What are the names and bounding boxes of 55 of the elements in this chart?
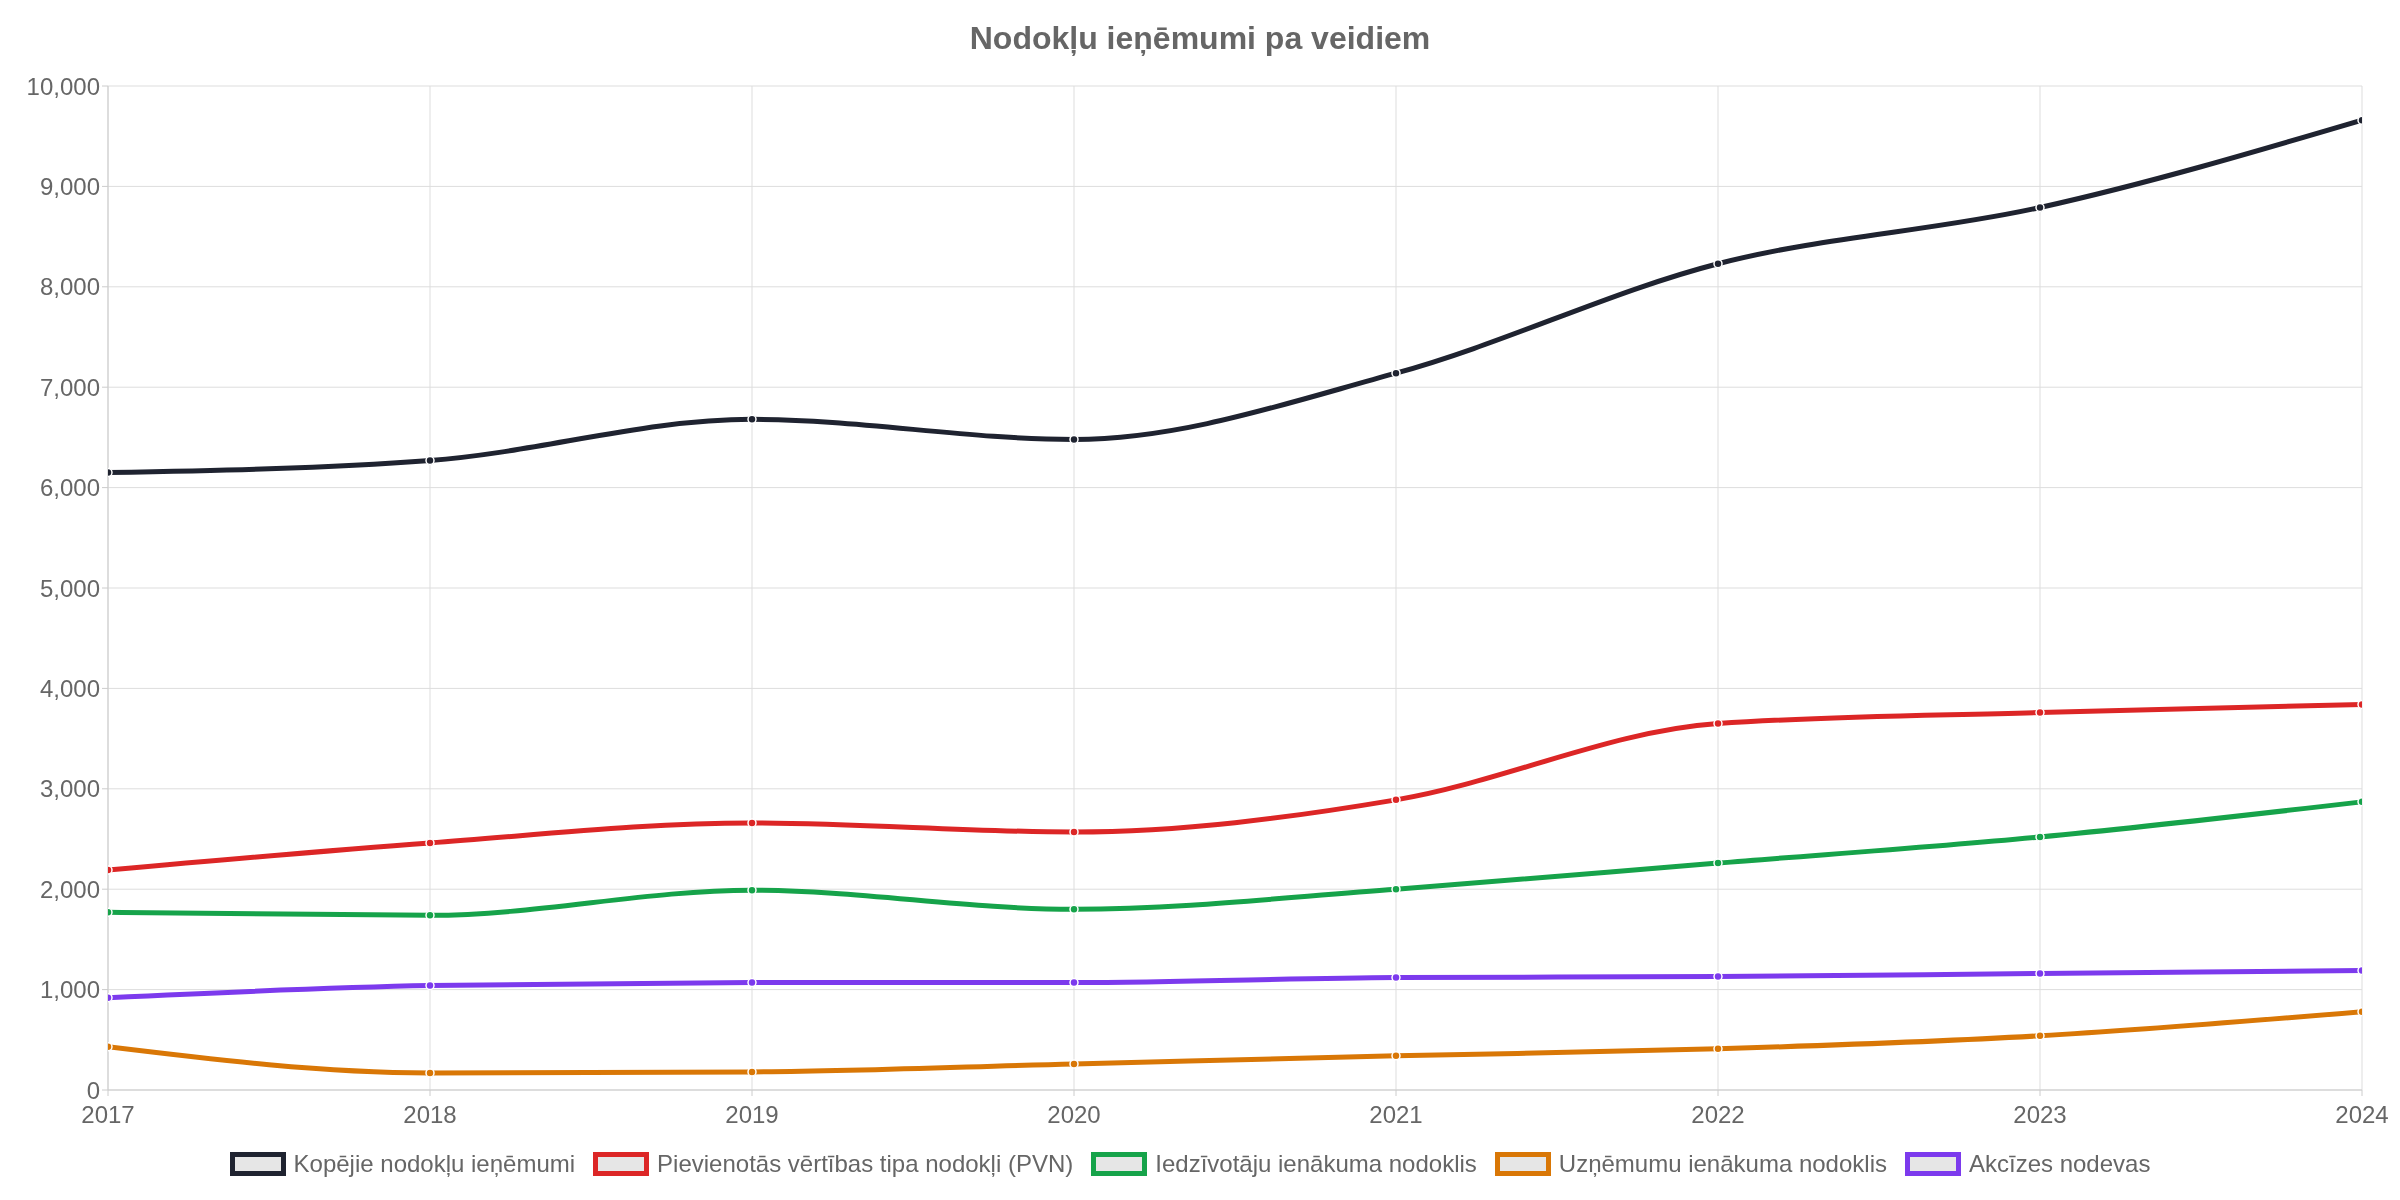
legend-label: Akcīzes nodevas bbox=[1968, 1150, 2151, 1178]
legend-label: Kopējie nodokļu ieņēmumi bbox=[292, 1150, 576, 1178]
x-tick-label: 2017 bbox=[81, 1101, 135, 1129]
point bbox=[1391, 368, 1401, 378]
point bbox=[425, 838, 435, 848]
y-tick-label: 6,000 bbox=[39, 474, 100, 502]
y-tick-label: 4,000 bbox=[39, 674, 100, 702]
x-tick-label: 2022 bbox=[1691, 1101, 1745, 1129]
point bbox=[747, 1067, 757, 1077]
point bbox=[747, 885, 757, 895]
x-tick-label: 2021 bbox=[1369, 1101, 1423, 1129]
x-tick-label: 2023 bbox=[2013, 1101, 2067, 1129]
y-tick-label: 8,000 bbox=[39, 273, 100, 301]
point bbox=[425, 910, 435, 921]
chart-title: Nodokļu ieņēmumi pa veidiem bbox=[968, 19, 1432, 58]
point bbox=[2035, 968, 2045, 979]
point bbox=[747, 977, 757, 988]
point bbox=[1713, 1044, 1723, 1054]
point bbox=[1069, 1059, 1079, 1069]
y-tick-label: 1,000 bbox=[39, 976, 100, 1004]
point bbox=[747, 818, 757, 828]
y-tick-label: 0 bbox=[86, 1076, 100, 1104]
point bbox=[2035, 1031, 2045, 1041]
y-tick-label: 3,000 bbox=[39, 775, 100, 803]
y-tick-label: 9,000 bbox=[39, 172, 100, 200]
point bbox=[425, 980, 435, 991]
legend-label: Iedzīvotāju ienākuma nodoklis bbox=[1154, 1150, 1477, 1178]
legend-label: Pievienotās vērtības tipa nodokļi (PVN) bbox=[656, 1150, 1074, 1178]
point bbox=[1391, 1051, 1401, 1061]
point bbox=[1069, 904, 1079, 915]
y-tick-label: 5,000 bbox=[39, 574, 100, 602]
point bbox=[1069, 827, 1079, 837]
point bbox=[1713, 718, 1723, 729]
legend-label: Uzņēmumu ienākuma nodoklis bbox=[1557, 1150, 1887, 1178]
y-tick-label: 10,000 bbox=[26, 72, 100, 100]
point bbox=[1069, 977, 1079, 988]
point bbox=[425, 1068, 435, 1078]
point bbox=[2035, 707, 2045, 718]
x-tick-label: 2018 bbox=[403, 1101, 457, 1129]
point bbox=[747, 414, 757, 425]
x-tick-label: 2024 bbox=[2335, 1101, 2389, 1129]
y-tick-label: 2,000 bbox=[39, 875, 100, 903]
x-tick-label: 2019 bbox=[725, 1101, 779, 1129]
point bbox=[1713, 858, 1723, 868]
point bbox=[1713, 971, 1723, 982]
point bbox=[1713, 258, 1723, 269]
point bbox=[425, 455, 435, 466]
point bbox=[2035, 832, 2045, 842]
y-tick-label: 7,000 bbox=[39, 373, 100, 401]
point bbox=[1391, 972, 1401, 983]
point bbox=[1069, 434, 1079, 445]
x-tick-label: 2020 bbox=[1047, 1101, 1101, 1129]
point bbox=[1391, 795, 1401, 805]
point bbox=[1391, 884, 1401, 894]
point bbox=[2035, 202, 2045, 213]
